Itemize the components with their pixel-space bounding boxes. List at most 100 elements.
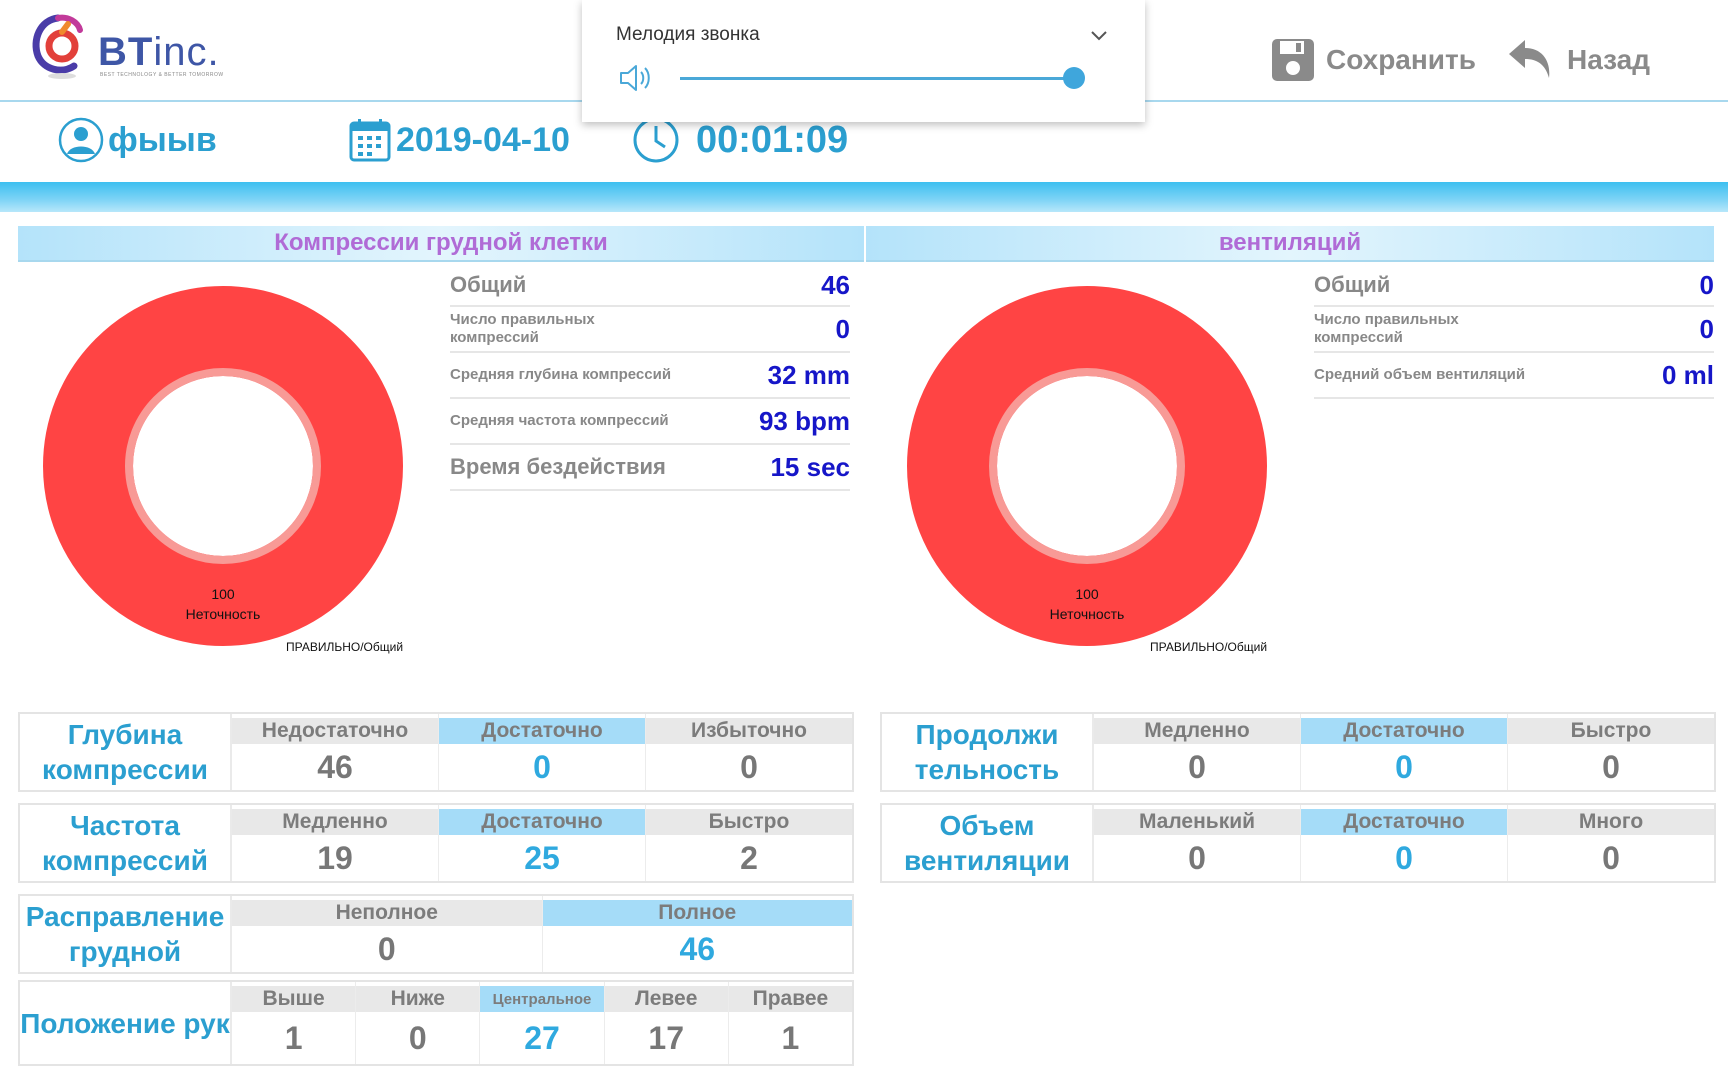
cell-head: Полное (542, 900, 852, 926)
grid-cell: Достаточно 0 (1301, 714, 1508, 790)
section-divider-bar (0, 182, 1728, 212)
donut-value: 100 (211, 586, 235, 602)
cell-value: 0 (1188, 748, 1206, 785)
bt-logo-icon (32, 14, 83, 79)
user-name: фыыв (108, 120, 217, 159)
grid-cell: Неполное 0 (232, 896, 543, 972)
stat-value: 93 bpm (758, 405, 850, 436)
grid-cell: Выше 1 (232, 982, 357, 1064)
grid-cell: Правее 1 (728, 982, 853, 1064)
grid-cell: Полное 46 (542, 896, 852, 972)
compressions-donut-chart (43, 286, 403, 646)
donut-caption: Неточность (185, 606, 261, 622)
undo-arrow-icon (1509, 40, 1550, 78)
recoil-grid: Расправление грудной Неполное 0 Полное 46 (18, 894, 854, 974)
calendar-icon (349, 119, 391, 162)
volume-slider-thumb[interactable] (1063, 67, 1085, 89)
compressions-title: Компрессии грудной клетки (18, 226, 864, 262)
cell-value: 25 (524, 839, 560, 876)
cell-head: Правее (728, 986, 853, 1012)
back-button-label: Назад (1567, 44, 1651, 75)
session-date: 2019-04-10 (396, 120, 570, 159)
ventilation-donut-footer: ПРАВИЛЬНО/Общий (1150, 640, 1268, 654)
compressions-donut-label: 100 Неточность (123, 584, 323, 624)
stat-row-correct: Число правильных компрессий 0 (450, 307, 850, 353)
cell-value: 0 (740, 748, 758, 785)
cell-head: Быстро (646, 809, 852, 835)
stat-label: Время бездействия (450, 454, 666, 479)
ventilation-title: вентиляций (866, 226, 1714, 262)
stat-row-correct: Число правильных компрессий 0 (1314, 307, 1714, 353)
user-info: фыыв (58, 110, 217, 170)
cell-value: 0 (1602, 839, 1620, 876)
donut-value: 100 (1075, 586, 1099, 602)
donut-inner-ring (989, 368, 1185, 564)
depth-grid: Глубина компрессии Недостаточно 46 Достат… (18, 712, 854, 792)
ventilation-donut-chart (907, 286, 1267, 646)
rate-grid: Частота компрессий Медленно 19 Достаточно… (18, 803, 854, 883)
cell-head: Центральное (480, 986, 604, 1012)
stat-row-total: Общий 0 (1314, 265, 1714, 307)
grid-label: Продолжи тельность (914, 719, 1060, 785)
grid-label: Расправление грудной (25, 901, 225, 967)
grid-cell: Центральное 27 (480, 982, 605, 1064)
cell-value: 0 (1395, 748, 1413, 785)
grid-label: Частота компрессий (42, 810, 208, 876)
cell-value: 0 (408, 1019, 427, 1056)
cell-value: 17 (648, 1019, 684, 1056)
cell-head: Левее (604, 986, 728, 1012)
cell-value: 0 (1188, 839, 1206, 876)
cell-value: 2 (740, 839, 758, 876)
grid-cell: Левее 17 (604, 982, 729, 1064)
ringtone-title: Мелодия звонка (616, 24, 760, 45)
chevron-down-icon[interactable] (1088, 24, 1110, 46)
cell-head: Медленно (1094, 718, 1300, 744)
donut-caption: Неточность (1049, 606, 1125, 622)
cell-head: Много (1508, 809, 1714, 835)
stat-label: Общий (450, 272, 527, 297)
hand-position-grid: Положение рук Выше 1 Ниже 0 Центральное 27 … (18, 980, 854, 1066)
save-button[interactable]: Сохранить (1270, 30, 1476, 90)
cell-head: Неполное (232, 900, 542, 926)
ringtone-volume-popup: Мелодия звонка (582, 0, 1145, 122)
grid-label: Объем вентиляции (903, 810, 1071, 876)
compressions-donut-footer: ПРАВИЛЬНО/Общий (286, 640, 404, 654)
cell-head: Недостаточно (232, 718, 438, 744)
stat-row-rate: Средняя частота компрессий 93 bpm (450, 399, 850, 445)
grid-label: Глубина компрессии (42, 719, 208, 785)
grid-cell: Недостаточно 46 (232, 714, 439, 790)
cell-value: 27 (524, 1019, 560, 1056)
cell-value: 1 (781, 1019, 800, 1056)
user-avatar-icon (58, 117, 104, 163)
volume-slider-track[interactable] (680, 77, 1074, 80)
stat-value: 0 ml (1661, 359, 1714, 390)
date-info: 2019-04-10 (348, 110, 570, 170)
stat-row-idle: Время бездействия 15 sec (450, 445, 850, 491)
cell-value: 1 (284, 1019, 303, 1056)
cell-value: 46 (679, 930, 716, 967)
cell-head: Быстро (1508, 718, 1714, 744)
cell-value: 19 (317, 839, 353, 876)
donut-ring (43, 286, 403, 646)
compressions-stats: Общий 46 Число правильных компрессий 0 С… (450, 265, 850, 491)
cell-value: 0 (377, 930, 396, 967)
cell-head: Выше (232, 986, 356, 1012)
back-button[interactable]: Назад (1505, 30, 1650, 90)
time-info: 00:01:09 (632, 110, 848, 170)
donut-ring (907, 286, 1267, 646)
grid-cell: Быстро 2 (646, 805, 852, 881)
cell-head: Ниже (356, 986, 480, 1012)
grid-cell: Быстро 0 (1508, 714, 1714, 790)
grid-cell: Медленно 0 (1094, 714, 1301, 790)
volume-icon[interactable] (618, 62, 656, 94)
grid-cell: Ниже 0 (356, 982, 481, 1064)
grid-cell: Достаточно 0 (439, 714, 646, 790)
stat-label: Число правильных компрессий (1314, 311, 1459, 346)
stat-value: 46 (821, 269, 850, 300)
cell-value: 46 (317, 748, 353, 785)
grid-cell: Достаточно 0 (1301, 805, 1508, 881)
grid-label: Положение рук (20, 1007, 230, 1039)
logo-text: BTinc. (98, 30, 220, 74)
session-time: 00:01:09 (696, 118, 849, 161)
clock-icon (633, 117, 679, 163)
